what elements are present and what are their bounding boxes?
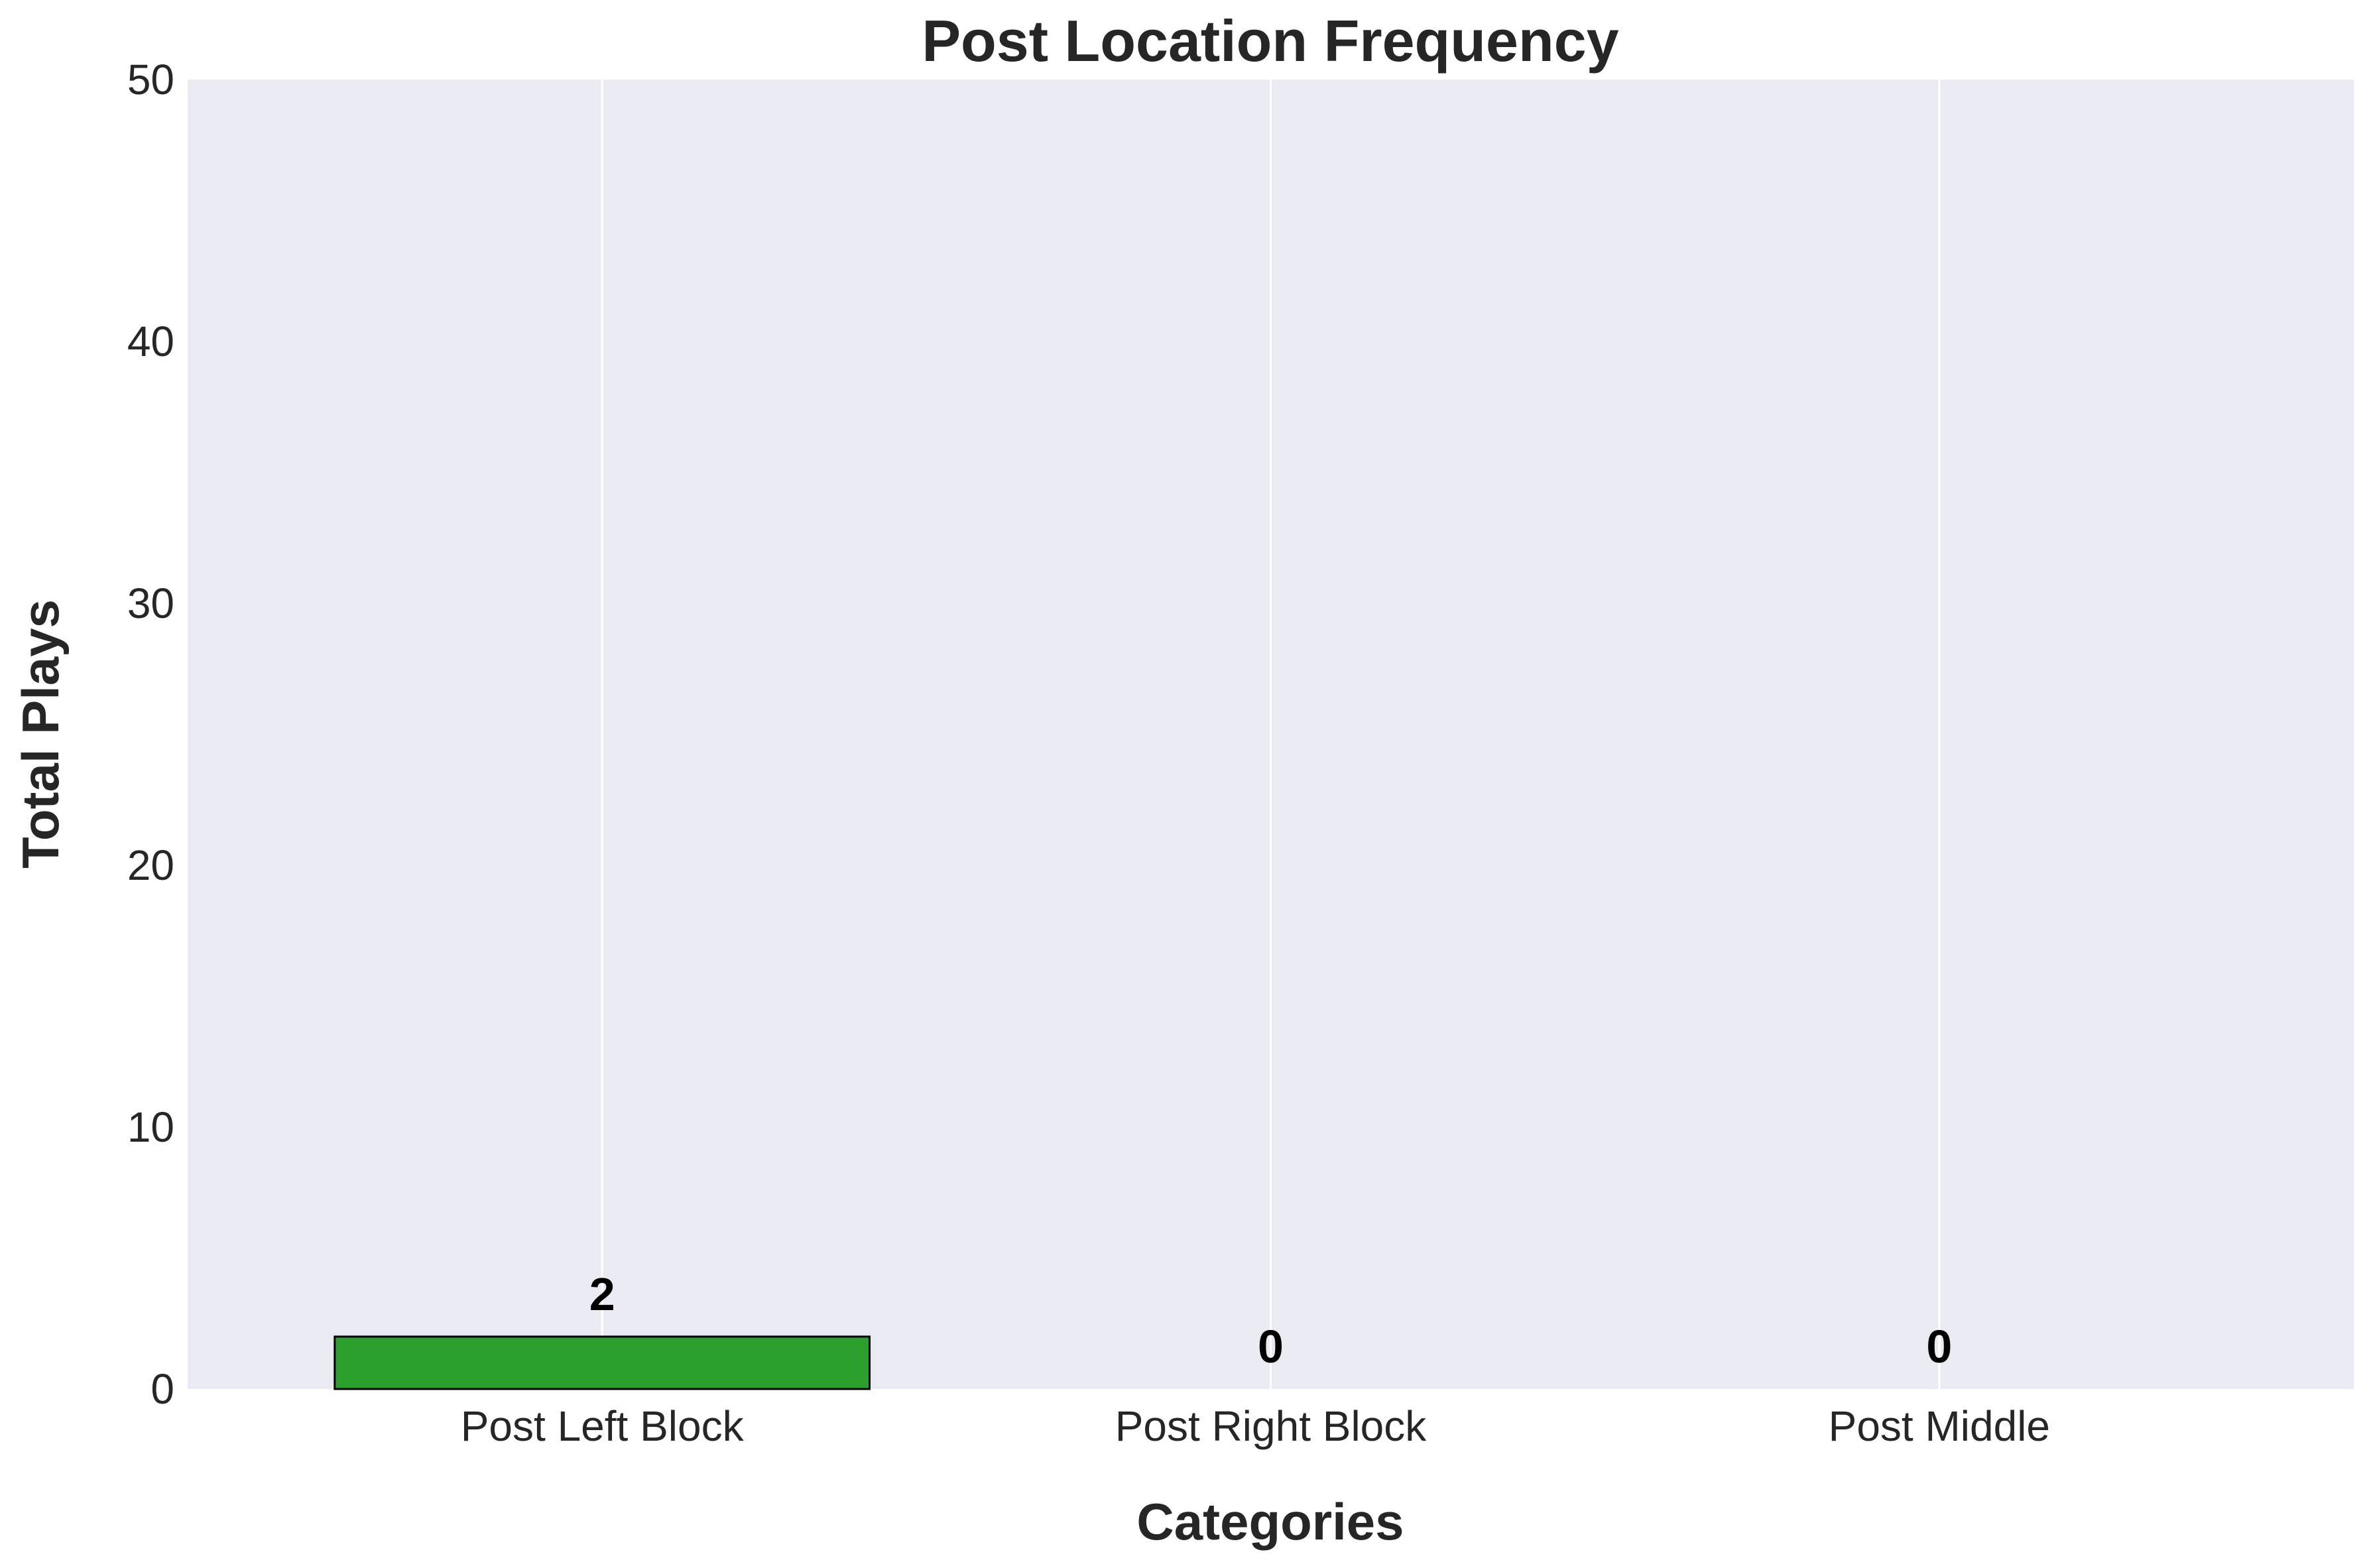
x-tick-label: Post Middle [1829,1402,2050,1450]
data-labels: 2 0 0 [589,1268,1953,1372]
y-tick-label: 30 [127,579,174,627]
bar-value-label: 0 [1926,1321,1952,1372]
y-tick-label: 40 [127,318,174,365]
chart-title: Post Location Frequency [922,8,1618,74]
y-tick-label: 50 [127,56,174,103]
x-axis-label: Categories [1136,1492,1404,1551]
y-tick-label: 20 [127,841,174,889]
grid-lines [601,80,1941,1389]
bar-value-label: 2 [589,1268,615,1320]
tick-labels: Post Left Block Post Right Block Post Midd… [127,56,2050,1450]
bar [334,1335,871,1390]
bar-value-label: 0 [1258,1321,1284,1372]
y-tick-label: 0 [151,1365,174,1413]
y-tick-label: 10 [127,1103,174,1151]
y-axis-label: Total Plays [11,599,70,869]
x-tick-label: Post Right Block [1115,1402,1427,1450]
x-tick-label: Post Left Block [461,1402,745,1450]
bars [334,1335,871,1390]
